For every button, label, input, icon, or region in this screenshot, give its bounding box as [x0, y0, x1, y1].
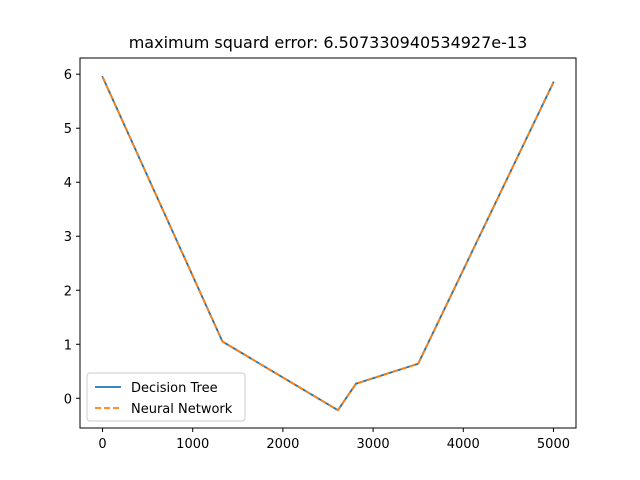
legend: Decision Tree Neural Network	[86, 372, 246, 422]
x-tick-label-1: 0	[98, 437, 106, 452]
axes-layer: 0 1000 2000 3000 4000 5000 0 1 2 3 4 5 6	[64, 57, 577, 452]
plot-area	[80, 58, 576, 428]
y-tick-label-6: 5	[64, 122, 72, 137]
x-tick-label-2: 1000	[176, 437, 209, 452]
plot-layer	[80, 58, 576, 428]
y-tick-label-7: 6	[64, 68, 72, 83]
x-tick-label-3: 2000	[266, 437, 299, 452]
y-tick-label-1: 0	[64, 392, 72, 407]
y-tick-label-2: 1	[64, 338, 72, 353]
chart-title: maximum squard error: 6.507330940534927e…	[129, 33, 528, 52]
legend-label-1: Decision Tree	[131, 381, 218, 396]
x-tick-label-6: 5000	[537, 437, 570, 452]
axes-frame	[79, 57, 577, 429]
y-tick-label-4: 3	[64, 230, 72, 245]
legend-label-2: Neural Network	[131, 402, 233, 417]
x-tick-label-5: 4000	[447, 437, 480, 452]
y-tick-label-5: 4	[64, 176, 72, 191]
x-tick-label-4: 3000	[357, 437, 390, 452]
legend-box	[86, 372, 246, 422]
y-tick-label-3: 2	[64, 284, 72, 299]
series-line-1	[101, 75, 555, 412]
